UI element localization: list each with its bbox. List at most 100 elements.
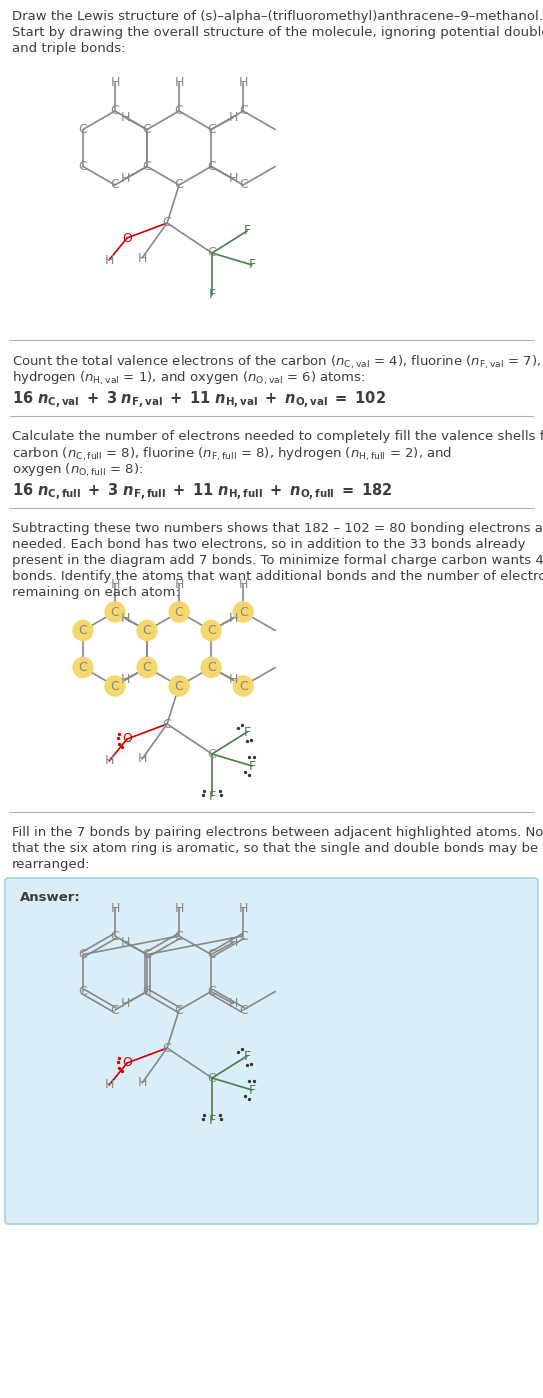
Text: C: C: [175, 605, 184, 618]
Text: Count the total valence electrons of the carbon ($n_\mathregular{C,val}$ = 4), f: Count the total valence electrons of the…: [12, 354, 541, 372]
Text: C: C: [163, 1042, 172, 1054]
Text: C: C: [239, 105, 248, 117]
Text: C: C: [79, 986, 87, 998]
Text: H: H: [104, 253, 114, 267]
Text: H: H: [229, 110, 238, 124]
Text: H: H: [110, 902, 119, 914]
Text: H: H: [137, 752, 147, 766]
Text: H: H: [137, 1076, 147, 1089]
Text: $\mathbf{16\ }$$\boldsymbol{n}_\mathbf{C,full}$$\mathbf{\ +\ 3\ }$$\boldsymbol{n: $\mathbf{16\ }$$\boldsymbol{n}_\mathbf{C…: [12, 482, 393, 503]
Text: H: H: [104, 755, 114, 768]
Text: Answer:: Answer:: [20, 891, 81, 905]
Text: C: C: [79, 123, 87, 136]
Text: C: C: [143, 986, 151, 998]
Text: O: O: [122, 232, 132, 245]
Circle shape: [169, 603, 189, 622]
Text: H: H: [229, 997, 238, 1009]
Text: C: C: [207, 624, 216, 637]
Text: H: H: [238, 902, 248, 914]
Text: C: C: [143, 123, 151, 136]
Text: Fill in the 7 bonds by pairing electrons between adjacent highlighted atoms. Not: Fill in the 7 bonds by pairing electrons…: [12, 826, 543, 839]
Text: F: F: [249, 259, 256, 271]
Text: H: H: [174, 77, 184, 89]
Text: that the six atom ring is aromatic, so that the single and double bonds may be: that the six atom ring is aromatic, so t…: [12, 842, 538, 856]
Text: F: F: [209, 1113, 216, 1127]
Circle shape: [201, 621, 221, 640]
Text: H: H: [229, 937, 238, 949]
Text: H: H: [174, 902, 184, 914]
Circle shape: [137, 657, 157, 678]
Text: F: F: [209, 288, 216, 302]
Text: H: H: [110, 77, 119, 89]
Text: C: C: [163, 217, 172, 229]
Text: C: C: [207, 661, 216, 674]
Circle shape: [73, 621, 93, 640]
Text: C: C: [143, 948, 151, 960]
Text: C: C: [111, 1004, 119, 1016]
Text: C: C: [239, 930, 248, 942]
Text: C: C: [239, 679, 248, 692]
Text: H: H: [229, 612, 238, 625]
Text: $\mathbf{16\ }$$\boldsymbol{n}_\mathbf{C,val}$$\mathbf{\ +\ 3\ }$$\boldsymbol{n}: $\mathbf{16\ }$$\boldsymbol{n}_\mathbf{C…: [12, 390, 386, 411]
Text: F: F: [243, 225, 251, 238]
Text: C: C: [208, 1071, 217, 1085]
Text: C: C: [175, 679, 184, 692]
Text: C: C: [79, 624, 87, 637]
Text: H: H: [121, 672, 130, 686]
Text: C: C: [111, 930, 119, 942]
FancyBboxPatch shape: [5, 878, 538, 1225]
Text: C: C: [208, 246, 217, 260]
Text: C: C: [175, 179, 184, 192]
Text: F: F: [249, 1083, 256, 1096]
Text: F: F: [243, 1050, 251, 1062]
Text: C: C: [207, 123, 216, 136]
Text: Calculate the number of electrons needed to completely fill the valence shells f: Calculate the number of electrons needed…: [12, 431, 543, 443]
Text: C: C: [239, 605, 248, 618]
Text: H: H: [137, 252, 147, 264]
Text: H: H: [121, 110, 130, 124]
Text: C: C: [111, 679, 119, 692]
Text: C: C: [239, 1004, 248, 1016]
Text: H: H: [121, 612, 130, 625]
Text: C: C: [175, 1004, 184, 1016]
Text: H: H: [110, 577, 119, 590]
Text: H: H: [121, 172, 130, 185]
Text: C: C: [207, 986, 216, 998]
Text: C: C: [163, 717, 172, 731]
Text: C: C: [111, 605, 119, 618]
Text: C: C: [239, 179, 248, 192]
Text: H: H: [229, 672, 238, 686]
Text: H: H: [238, 77, 248, 89]
Text: oxygen ($n_\mathregular{O,full}$ = 8):: oxygen ($n_\mathregular{O,full}$ = 8):: [12, 461, 143, 480]
Text: present in the diagram add 7 bonds. To minimize formal charge carbon wants 4: present in the diagram add 7 bonds. To m…: [12, 554, 543, 568]
Text: C: C: [208, 748, 217, 761]
Text: H: H: [238, 577, 248, 590]
Text: Draw the Lewis structure of (s)–alpha–(trifluoromethyl)anthracene–9–methanol.: Draw the Lewis structure of (s)–alpha–(t…: [12, 10, 543, 22]
Text: Subtracting these two numbers shows that 182 – 102 = 80 bonding electrons are: Subtracting these two numbers shows that…: [12, 521, 543, 535]
Text: C: C: [79, 661, 87, 674]
Circle shape: [233, 603, 253, 622]
Text: C: C: [111, 179, 119, 192]
Text: C: C: [143, 661, 151, 674]
Text: hydrogen ($n_\mathregular{H,val}$ = 1), and oxygen ($n_\mathregular{O,val}$ = 6): hydrogen ($n_\mathregular{H,val}$ = 1), …: [12, 370, 365, 387]
Text: rearranged:: rearranged:: [12, 858, 91, 871]
Text: C: C: [207, 159, 216, 173]
Circle shape: [169, 677, 189, 696]
Circle shape: [137, 621, 157, 640]
Text: C: C: [111, 105, 119, 117]
Text: O: O: [122, 733, 132, 745]
Circle shape: [201, 657, 221, 678]
Text: C: C: [143, 624, 151, 637]
Text: remaining on each atom:: remaining on each atom:: [12, 586, 180, 598]
Text: F: F: [249, 759, 256, 773]
Text: H: H: [104, 1078, 114, 1092]
Text: needed. Each bond has two electrons, so in addition to the 33 bonds already: needed. Each bond has two electrons, so …: [12, 538, 526, 551]
Text: bonds. Identify the atoms that want additional bonds and the number of electrons: bonds. Identify the atoms that want addi…: [12, 570, 543, 583]
Text: and triple bonds:: and triple bonds:: [12, 42, 125, 55]
Text: H: H: [174, 577, 184, 590]
Circle shape: [73, 657, 93, 678]
Text: H: H: [229, 172, 238, 185]
Circle shape: [233, 677, 253, 696]
Text: C: C: [207, 948, 216, 960]
Text: C: C: [143, 159, 151, 173]
